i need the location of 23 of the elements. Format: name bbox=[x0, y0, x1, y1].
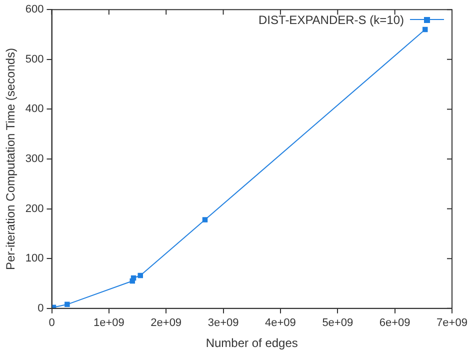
point bbox=[138, 272, 143, 278]
x-tick-label: 0 bbox=[48, 317, 55, 330]
x-tick-label: 1e+09 bbox=[93, 317, 124, 330]
y-tick-label: 400 bbox=[25, 103, 44, 116]
x-tick-label: 3e+09 bbox=[208, 317, 239, 330]
y-tick-label: 100 bbox=[25, 252, 44, 265]
x-axis-title: Number of edges bbox=[206, 336, 298, 350]
x-tick-label: 5e+09 bbox=[322, 317, 354, 330]
y-tick-label: 200 bbox=[25, 202, 44, 215]
x-tick-label: 4e+09 bbox=[265, 317, 296, 330]
y-tick-label: 300 bbox=[25, 153, 44, 166]
y-tick-label: 600 bbox=[25, 4, 44, 16]
legend-label: DIST-EXPANDER-S (k=10) bbox=[258, 12, 404, 27]
point bbox=[130, 275, 136, 281]
y-axis-title: Per-iteration Computation Time (seconds) bbox=[4, 48, 18, 270]
x-tick-label: 2e+09 bbox=[150, 317, 182, 330]
y-tick-label: 0 bbox=[38, 302, 44, 314]
x-tick-label: 7e+09 bbox=[436, 317, 468, 330]
x-tick-label: 6e+09 bbox=[379, 317, 410, 330]
point bbox=[202, 217, 208, 222]
point bbox=[64, 302, 70, 308]
y-tick-label: 500 bbox=[25, 53, 44, 66]
point bbox=[422, 26, 428, 32]
